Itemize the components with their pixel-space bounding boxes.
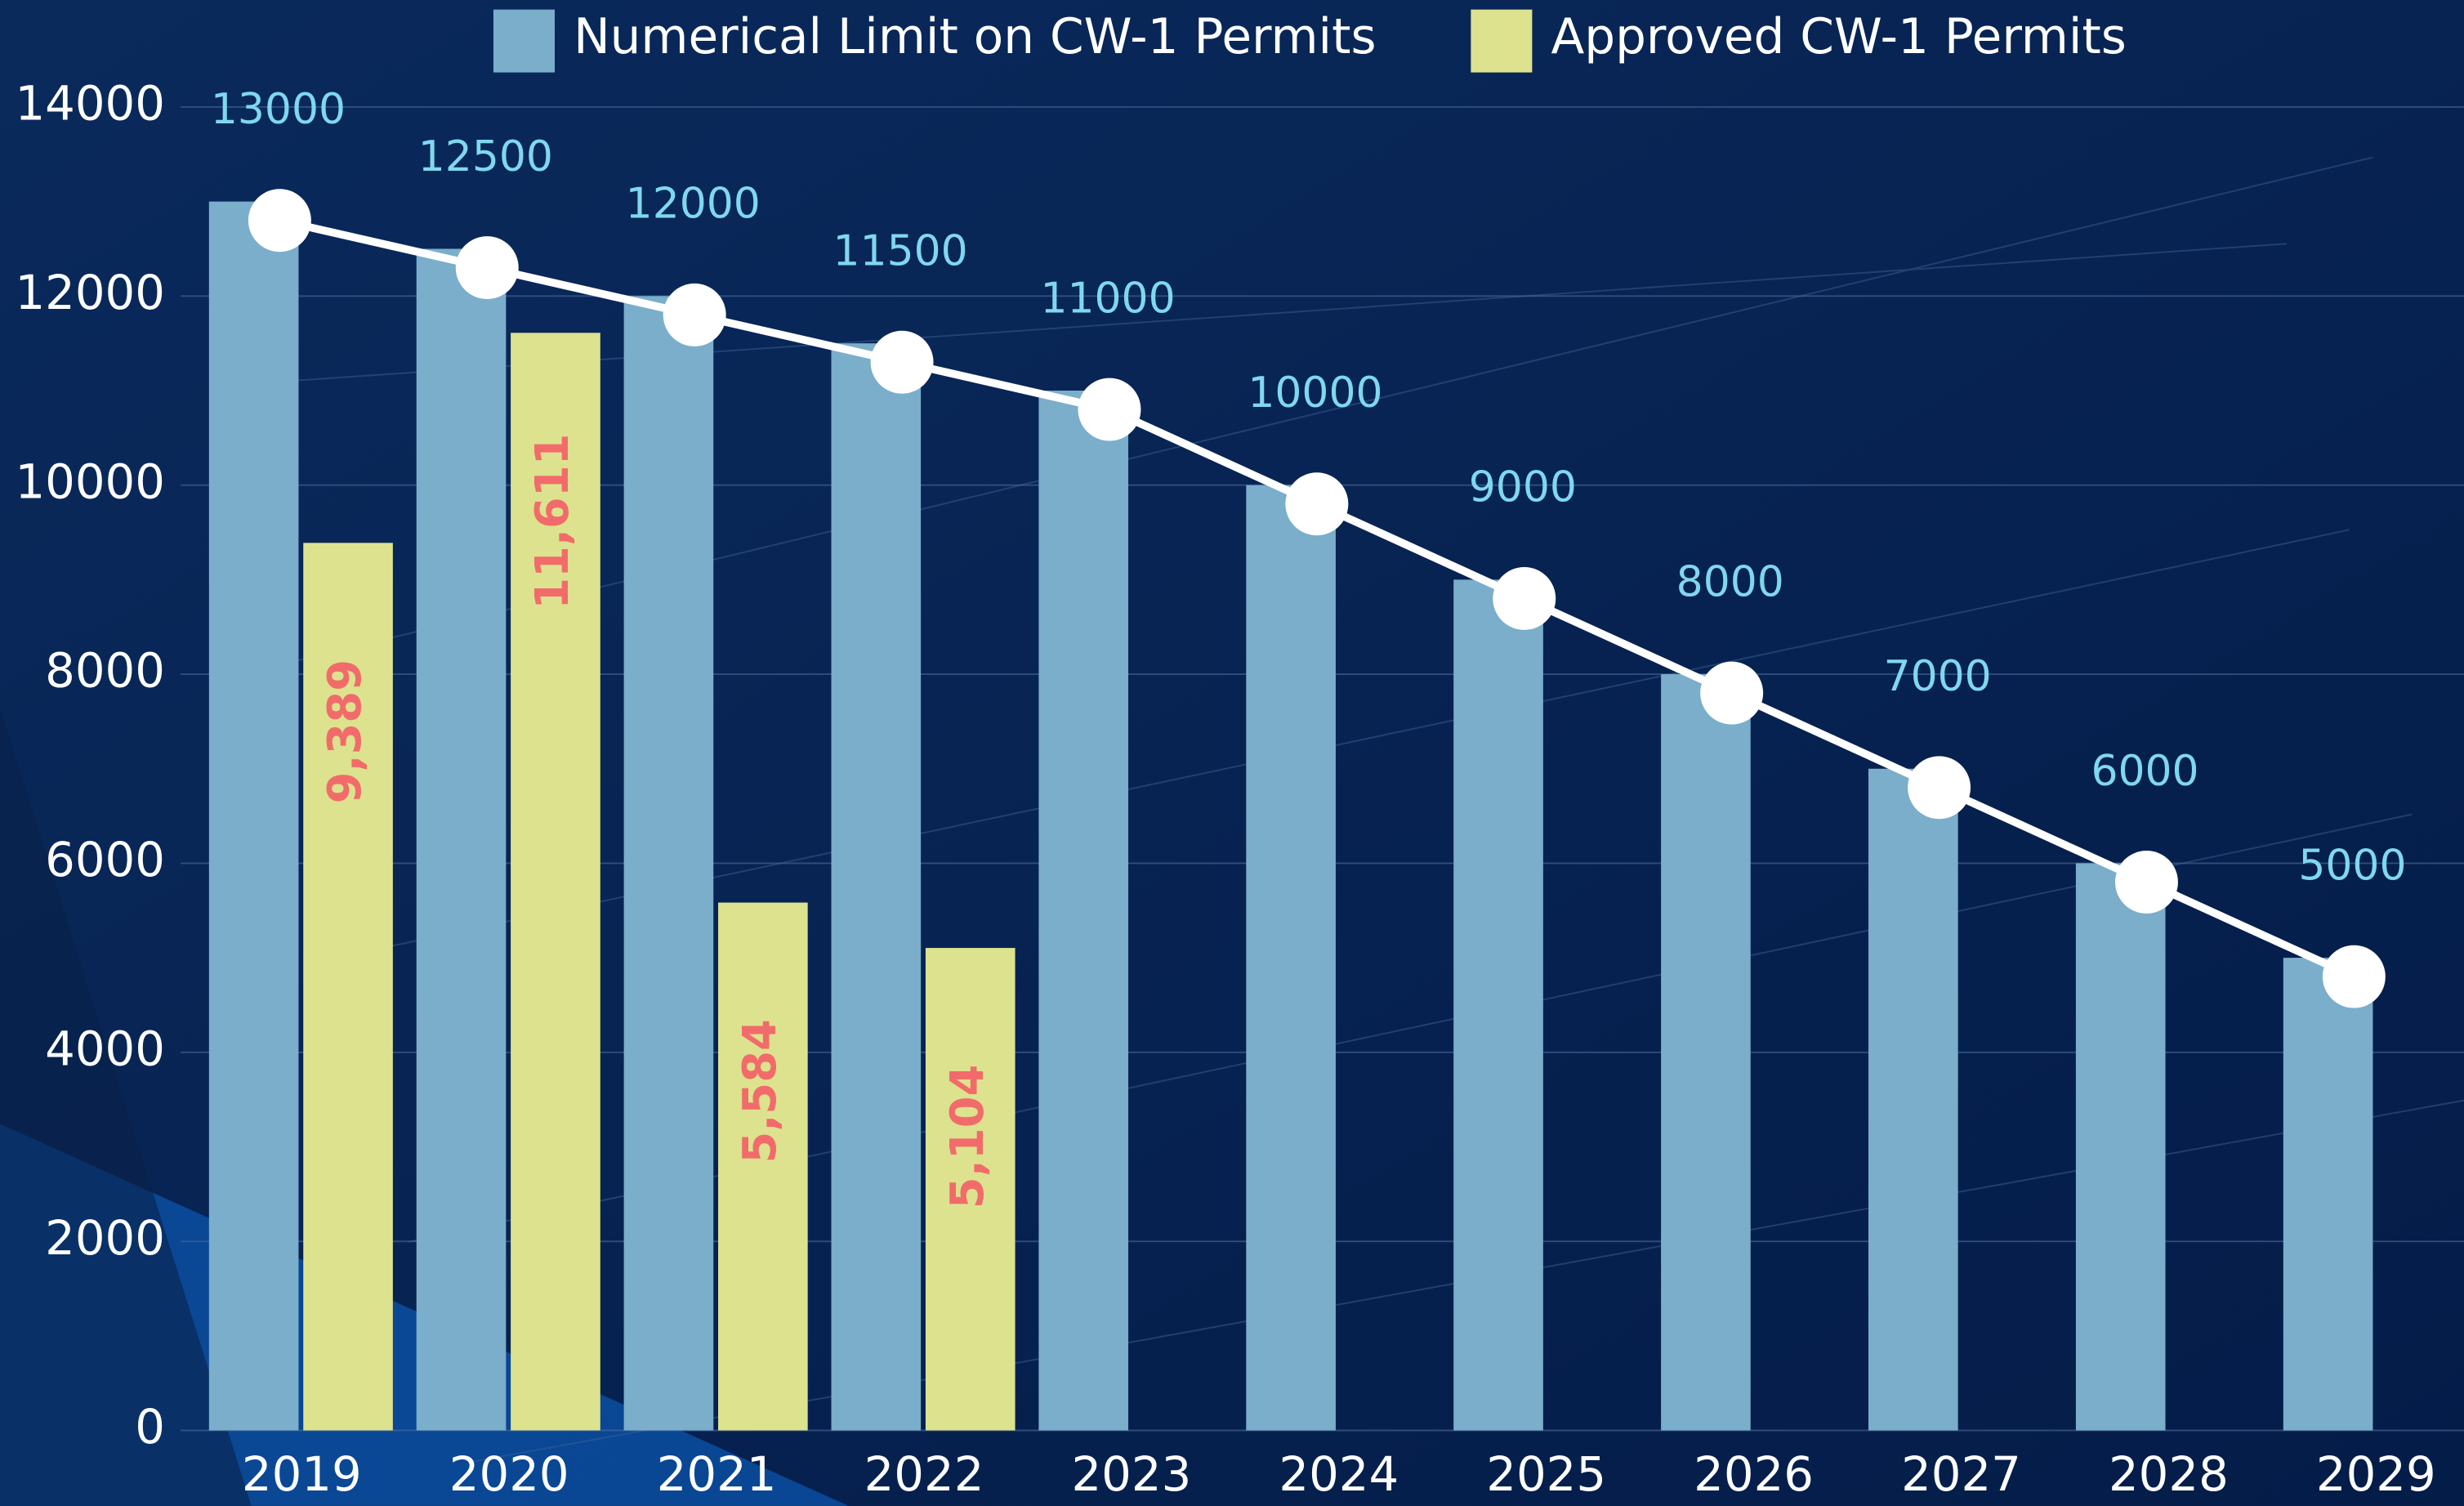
chart: 0 2000 4000 6000 8000 10000 12000 14000 2019 2020… xyxy=(0,0,2464,1506)
data-label: 9,389 xyxy=(319,659,372,803)
y-tick-label: 8000 xyxy=(45,643,165,699)
y-tick-label: 14000 xyxy=(15,76,165,132)
x-tick-label: 2021 xyxy=(657,1446,777,1502)
bar xyxy=(1246,485,1336,1431)
bar xyxy=(2076,863,2166,1430)
line-marker xyxy=(1493,567,1556,630)
data-label: 9000 xyxy=(1469,463,1577,512)
data-label: 11000 xyxy=(1040,274,1175,323)
bar xyxy=(1661,674,1751,1430)
data-label: 11500 xyxy=(833,227,968,276)
line-marker xyxy=(248,189,311,252)
data-label: 8000 xyxy=(1676,557,1784,606)
y-tick-label: 0 xyxy=(135,1399,165,1455)
data-label: 12000 xyxy=(626,180,761,229)
x-tick-label: 2028 xyxy=(2109,1446,2229,1502)
bar xyxy=(1038,391,1128,1431)
bar xyxy=(209,202,299,1431)
line-marker xyxy=(456,236,519,299)
line-marker xyxy=(871,331,934,394)
bar xyxy=(417,248,507,1430)
legend-label: Numerical Limit on CW-1 Permits xyxy=(574,9,1376,65)
x-tick-label: 2025 xyxy=(1486,1446,1606,1502)
bar xyxy=(1868,769,1958,1431)
data-label: 6000 xyxy=(2091,747,2198,796)
data-label: 11,611 xyxy=(526,434,579,610)
data-label: 5,584 xyxy=(734,1019,787,1163)
legend-swatch xyxy=(1471,10,1532,73)
legend-swatch xyxy=(493,10,555,73)
y-tick-label: 12000 xyxy=(15,265,165,320)
x-tick-label: 2023 xyxy=(1071,1446,1191,1502)
y-tick-label: 6000 xyxy=(45,832,165,887)
data-label: 10000 xyxy=(1248,369,1382,418)
x-tick-label: 2020 xyxy=(449,1446,569,1502)
bar xyxy=(718,903,808,1431)
data-label: 5000 xyxy=(2298,841,2406,890)
legend-label: Approved CW-1 Permits xyxy=(1551,9,2126,65)
data-label: 12500 xyxy=(418,132,553,181)
line-marker xyxy=(2323,945,2386,1008)
x-tick-label: 2022 xyxy=(864,1446,984,1502)
x-tick-label: 2027 xyxy=(1901,1446,2021,1502)
line-marker xyxy=(1078,378,1141,441)
line-marker xyxy=(1285,472,1348,535)
bar xyxy=(1453,579,1543,1430)
bar xyxy=(624,296,714,1430)
y-tick-label: 2000 xyxy=(45,1210,165,1266)
y-tick-label: 4000 xyxy=(45,1021,165,1076)
bar xyxy=(832,343,922,1430)
x-tick-label: 2024 xyxy=(1279,1446,1399,1502)
x-tick-label: 2026 xyxy=(1694,1446,1814,1502)
x-tick-label: 2019 xyxy=(242,1446,362,1502)
line-marker xyxy=(2115,851,2178,914)
line-marker xyxy=(663,284,726,346)
line-marker xyxy=(1908,756,1971,819)
x-tick-label: 2029 xyxy=(2316,1446,2436,1502)
line-marker xyxy=(1700,662,1763,725)
data-label: 7000 xyxy=(1884,652,1992,701)
data-label: 5,104 xyxy=(941,1065,994,1209)
y-tick-label: 10000 xyxy=(15,454,165,509)
bar xyxy=(2283,958,2373,1430)
data-label: 13000 xyxy=(211,85,346,134)
